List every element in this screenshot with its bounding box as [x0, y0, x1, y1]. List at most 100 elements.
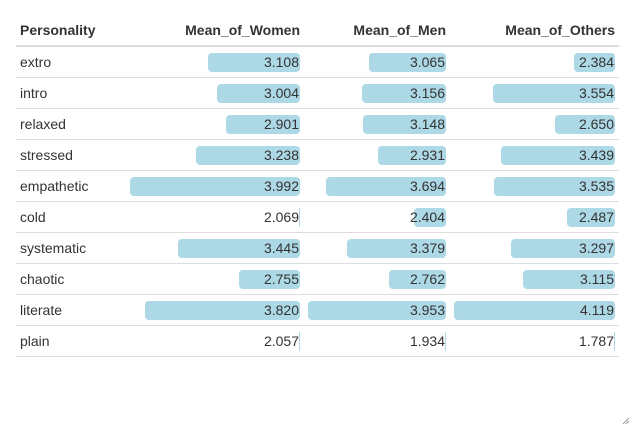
- data-bar-women: [216, 83, 300, 103]
- data-bar-men: [413, 207, 446, 227]
- cell-men: 2.762: [304, 263, 450, 295]
- data-bar-women: [225, 114, 300, 134]
- data-bar-women: [298, 331, 300, 351]
- data-value-women: 3.992: [263, 177, 299, 194]
- data-value-others: 3.115: [580, 270, 614, 287]
- data-bar-others: [523, 269, 615, 289]
- data-bar-others: [494, 176, 615, 196]
- personality-label: extro: [16, 46, 126, 78]
- data-value-men: 2.404: [409, 208, 445, 225]
- data-value-others: 3.439: [578, 146, 614, 163]
- header-row: Personality Mean_of_Women Mean_of_Men Me…: [16, 15, 619, 47]
- table-row-cold: cold 2.069 2.404 2.487: [16, 201, 619, 233]
- data-value-women: 2.901: [263, 115, 299, 132]
- data-bar-others: [573, 52, 615, 72]
- table-row-systematic: systematic 3.445 3.379 3.297: [16, 232, 619, 264]
- personality-label: literate: [16, 294, 126, 326]
- data-bar-women: [196, 145, 300, 165]
- data-bar-men: [347, 238, 446, 258]
- data-value-men: 2.931: [409, 146, 445, 163]
- cell-others: 4.119: [450, 294, 619, 326]
- personality-label: stressed: [16, 139, 126, 171]
- data-bar-others: [500, 145, 615, 165]
- personality-label: chaotic: [16, 263, 126, 295]
- data-bar-men: [377, 145, 446, 165]
- data-value-women: 3.004: [263, 84, 299, 101]
- data-value-others: 3.297: [578, 239, 614, 256]
- cell-others: 3.297: [450, 232, 619, 264]
- table-row-stressed: stressed 3.238 2.931 3.439: [16, 139, 619, 171]
- cell-others: 2.487: [450, 201, 619, 233]
- data-bar-women: [238, 269, 300, 289]
- data-bar-women: [145, 300, 300, 320]
- data-bar-others: [614, 331, 615, 351]
- column-header-mean-of-men[interactable]: Mean_of_Men: [304, 15, 450, 47]
- data-value-women: 2.069: [263, 208, 299, 225]
- cell-others: 1.787: [450, 325, 619, 357]
- data-value-others: 2.650: [578, 115, 614, 132]
- cell-women: 3.992: [126, 170, 304, 202]
- resize-handle-icon[interactable]: [622, 417, 630, 425]
- cell-others: 3.554: [450, 77, 619, 109]
- data-bar-men: [363, 114, 446, 134]
- personality-label: systematic: [16, 232, 126, 264]
- data-bar-men: [325, 176, 446, 196]
- cell-men: 3.148: [304, 108, 450, 140]
- personality-label: relaxed: [16, 108, 126, 140]
- data-bar-men: [389, 269, 446, 289]
- data-value-men: 3.156: [409, 84, 445, 101]
- data-value-men: 3.379: [409, 239, 445, 256]
- table-row-chaotic: chaotic 2.755 2.762 3.115: [16, 263, 619, 295]
- data-bar-men: [368, 52, 446, 72]
- data-bar-others: [493, 83, 615, 103]
- table-row-intro: intro 3.004 3.156 3.554: [16, 77, 619, 109]
- data-bar-men: [362, 83, 446, 103]
- data-value-others: 1.787: [578, 332, 614, 349]
- data-value-women: 3.445: [263, 239, 299, 256]
- data-value-others: 4.119: [580, 301, 614, 318]
- cell-men: 2.931: [304, 139, 450, 171]
- table-row-plain: plain 2.057 1.934 1.787: [16, 325, 619, 357]
- cell-men: 2.404: [304, 201, 450, 233]
- cell-others: 2.650: [450, 108, 619, 140]
- cell-others: 2.384: [450, 46, 619, 78]
- cell-women: 3.004: [126, 77, 304, 109]
- data-value-men: 1.934: [409, 332, 445, 349]
- data-bar-others: [454, 300, 615, 320]
- column-header-mean-of-women[interactable]: Mean_of_Women: [126, 15, 304, 47]
- data-bar-women: [130, 176, 300, 196]
- column-header-mean-of-others[interactable]: Mean_of_Others: [450, 15, 619, 47]
- cell-women: 2.057: [126, 325, 304, 357]
- cell-women: 2.069: [126, 201, 304, 233]
- cell-men: 3.694: [304, 170, 450, 202]
- data-value-others: 3.535: [578, 177, 614, 194]
- personality-label: empathetic: [16, 170, 126, 202]
- cell-women: 2.901: [126, 108, 304, 140]
- data-bar-others: [510, 238, 615, 258]
- data-bar-men: [308, 300, 446, 320]
- data-value-women: 3.820: [263, 301, 299, 318]
- cell-women: 2.755: [126, 263, 304, 295]
- data-value-women: 3.238: [263, 146, 299, 163]
- data-value-men: 3.694: [409, 177, 445, 194]
- personality-table: Personality Mean_of_Women Mean_of_Men Me…: [16, 15, 619, 357]
- cell-others: 3.115: [450, 263, 619, 295]
- data-bar-women: [178, 238, 300, 258]
- data-value-men: 2.762: [409, 270, 445, 287]
- column-header-personality[interactable]: Personality: [16, 15, 126, 47]
- cell-men: 3.379: [304, 232, 450, 264]
- personality-label: intro: [16, 77, 126, 109]
- data-value-men: 3.065: [409, 53, 445, 70]
- cell-men: 3.156: [304, 77, 450, 109]
- data-value-men: 3.953: [409, 301, 445, 318]
- data-bar-others: [555, 114, 615, 134]
- table-row-literate: literate 3.820 3.953 4.119: [16, 294, 619, 326]
- data-bar-others: [566, 207, 615, 227]
- data-value-others: 2.384: [578, 53, 614, 70]
- cell-women: 3.820: [126, 294, 304, 326]
- data-value-others: 2.487: [578, 208, 614, 225]
- table-row-empathetic: empathetic 3.992 3.694 3.535: [16, 170, 619, 202]
- personality-label: cold: [16, 201, 126, 233]
- data-value-men: 3.148: [409, 115, 445, 132]
- cell-men: 3.953: [304, 294, 450, 326]
